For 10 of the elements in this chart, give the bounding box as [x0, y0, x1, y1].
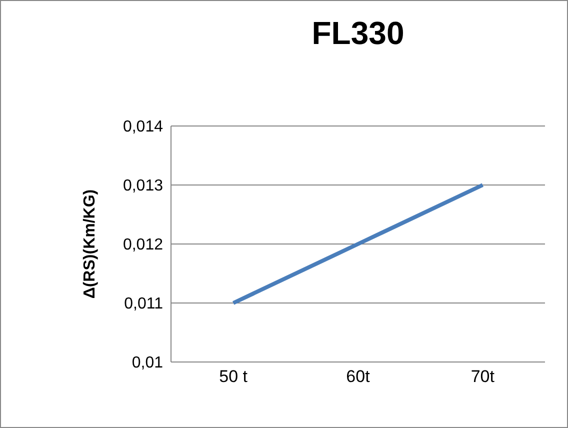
x-tick-label: 70t [470, 367, 495, 386]
y-tick-label: 0,011 [124, 296, 164, 313]
y-tick-label: 0,013 [122, 178, 164, 195]
y-tick-label: 0,014 [122, 118, 164, 136]
x-tick-label: 60t [346, 367, 370, 386]
y-tick-label: 0,012 [122, 236, 164, 254]
chart-title: FL330 [310, 15, 406, 52]
y-tick-label: 0,01 [132, 354, 164, 372]
x-tick-label: 50 t [219, 367, 248, 386]
y-axis-title: Δ(RS)(Km/KG) [82, 189, 99, 299]
